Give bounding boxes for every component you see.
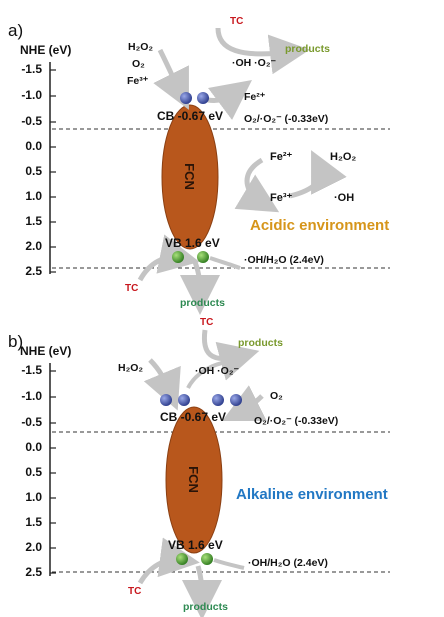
hole-2 [201, 553, 213, 565]
radicals-label: ·OH ·O₂⁻ [232, 57, 277, 69]
cycle-h2o2: H₂O₂ [330, 151, 357, 163]
tc-to-products-arrow [201, 329, 260, 381]
tc-top-label: TC [200, 317, 214, 328]
o2-potential-label: O₂/·O₂⁻ (-0.33eV) [254, 415, 339, 427]
cycle-arrow-left [234, 157, 280, 213]
tick-label: 1.0 [25, 189, 42, 203]
hole-1 [176, 553, 188, 565]
panel-b-graphics [49, 329, 390, 617]
tick-label: -1.5 [21, 62, 42, 76]
tc-bottom-label: TC [128, 586, 142, 597]
cb-label: CB -0.67 eV [157, 109, 224, 123]
fe2-label: Fe²⁺ [244, 91, 266, 103]
y-axis-ticks [50, 370, 56, 574]
electron-3 [212, 394, 224, 406]
tick-label: 1.5 [25, 214, 42, 228]
environment-label: Alkaline environment [236, 486, 388, 503]
products-bottom-label: products [180, 297, 225, 309]
panel-label: a) [8, 21, 24, 40]
panel-a-graphics [49, 27, 390, 315]
cycle-oh: ·OH [334, 192, 355, 204]
tick-label: 2.5 [25, 264, 42, 278]
environment-label: Acidic environment [250, 217, 390, 234]
vb-label: VB 1.6 eV [165, 236, 220, 250]
tick-label: -1.0 [21, 88, 42, 102]
fcn-label: FCN [181, 163, 197, 190]
reactant-fe3: Fe³⁺ [127, 75, 149, 87]
tick-label: -0.5 [21, 114, 42, 128]
y-axis-ticks [50, 69, 56, 273]
tick-label: -1.5 [21, 363, 42, 377]
tick-label: 0.5 [25, 164, 42, 178]
axis-title: NHE (eV) [20, 344, 72, 358]
tc-top-label: TC [230, 16, 244, 27]
products-bottom-arrow [179, 261, 220, 315]
panel-a: a) NHE (eV) -1.5 -1.0 -0.5 0.0 0.5 1.0 1… [0, 0, 444, 315]
tick-label: 0.5 [25, 465, 42, 479]
electron-1 [160, 394, 172, 406]
products-top-label: products [285, 43, 330, 55]
reactant-o2: O₂ [132, 58, 145, 70]
reactant-h2o2: H₂O₂ [128, 41, 154, 53]
h2o2-label: H₂O₂ [118, 362, 144, 374]
tick-label: -0.5 [21, 415, 42, 429]
h2o2-arrow [143, 358, 181, 411]
panel-b: b) NHE (eV) -1.5 -1.0 -0.5 0.0 0.5 1.0 1… [0, 308, 444, 617]
hole-to-oh-arrow [209, 256, 241, 270]
electron-1 [180, 92, 192, 104]
tick-label: 2.0 [25, 239, 42, 253]
tick-label: 1.0 [25, 490, 42, 504]
tc-bottom-label: TC [125, 283, 139, 294]
products-top-label: products [238, 337, 283, 349]
tc-to-products-arrow [215, 27, 310, 75]
reactant-arrow [153, 48, 189, 110]
oh-potential-label: ·OH/H₂O (2.4eV) [248, 557, 328, 569]
hole-2 [197, 251, 209, 263]
electron-4 [230, 394, 242, 406]
fcn-label: FCN [185, 466, 201, 493]
electron-2 [178, 394, 190, 406]
oh-potential-label: ·OH/H₂O (2.4eV) [244, 254, 324, 266]
cycle-fe3: Fe³⁺ [270, 192, 293, 204]
tick-label: 2.5 [25, 565, 42, 579]
vb-label: VB 1.6 eV [168, 538, 223, 552]
o2-potential-label: O₂/·O₂⁻ (-0.33eV) [244, 113, 329, 125]
tick-label: -1.0 [21, 389, 42, 403]
o2-label: O₂ [270, 390, 283, 402]
electron-2 [197, 92, 209, 104]
radicals-label: ·OH ·O₂⁻ [195, 365, 240, 377]
tick-label: 1.5 [25, 515, 42, 529]
cycle-fe2: Fe²⁺ [270, 151, 293, 163]
electron-to-fe2-arrow [207, 80, 253, 120]
hole-to-oh-arrow [213, 558, 245, 570]
products-bottom-label: products [183, 601, 228, 613]
tc-bottom-arrow [137, 537, 200, 585]
tick-label: 2.0 [25, 540, 42, 554]
tick-label: 0.0 [25, 440, 42, 454]
o2-arrow [222, 385, 267, 421]
cycle-arrow-right [289, 150, 347, 199]
axis-title: NHE (eV) [20, 43, 72, 57]
panel-label: b) [8, 332, 24, 351]
radical-arrow [186, 361, 223, 389]
cb-label: CB -0.67 eV [160, 410, 227, 424]
hole-1 [172, 251, 184, 263]
tick-label: 0.0 [25, 139, 42, 153]
products-bottom-arrow [181, 565, 222, 617]
